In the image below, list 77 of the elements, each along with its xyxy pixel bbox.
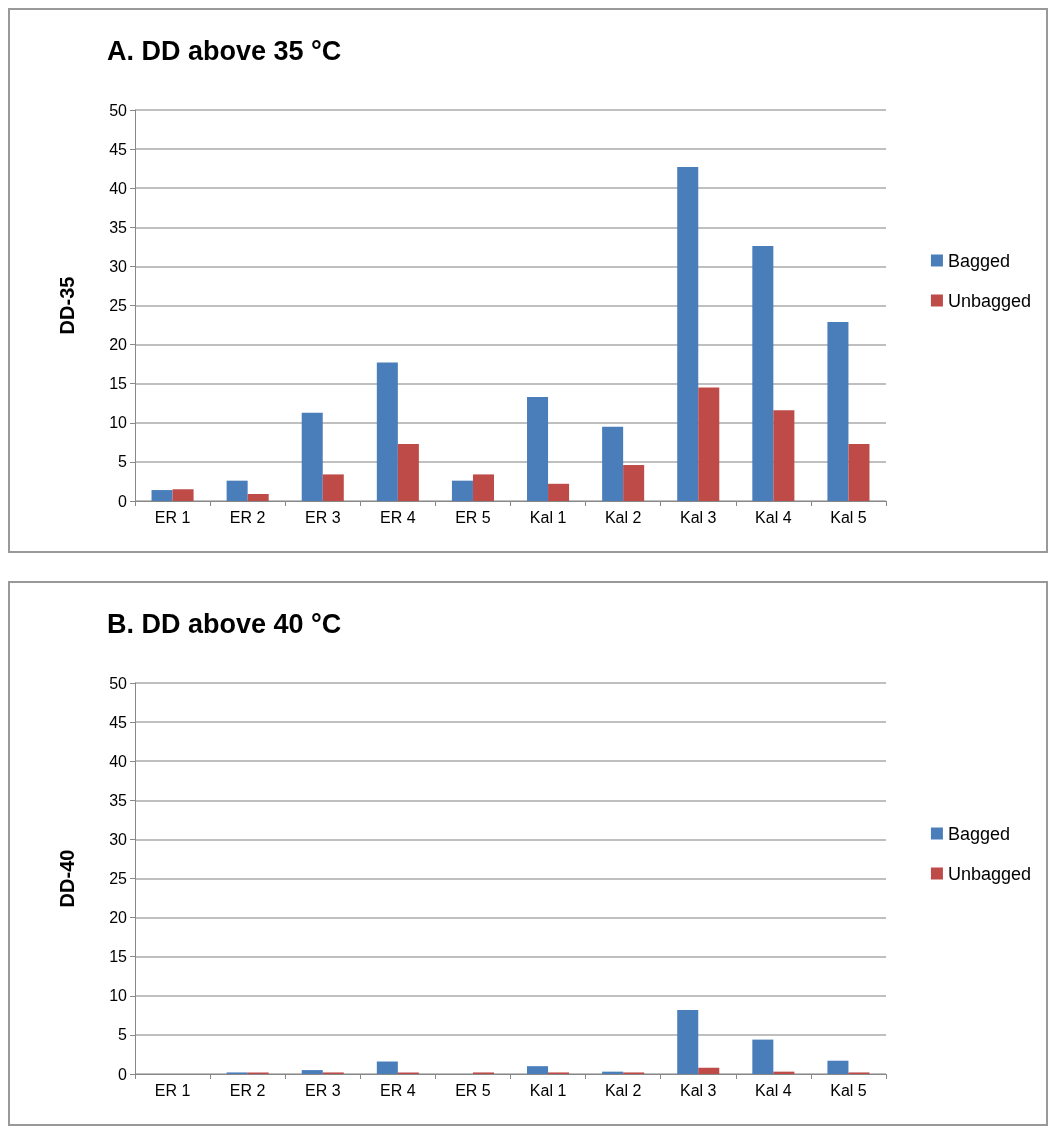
y-tick-label: 0 bbox=[118, 492, 128, 510]
y-axis-title: DD-35 bbox=[56, 276, 78, 335]
y-tick-label: 15 bbox=[109, 375, 128, 393]
bar bbox=[151, 490, 173, 501]
bar bbox=[397, 443, 419, 501]
bar bbox=[322, 474, 344, 501]
y-tick-label: 50 bbox=[109, 101, 128, 119]
y-tick-label: 30 bbox=[109, 257, 128, 275]
legend-label: Unbagged bbox=[947, 863, 1031, 884]
bar bbox=[677, 1009, 699, 1074]
legend-label: Unbagged bbox=[947, 290, 1031, 311]
x-tick-label: ER 3 bbox=[304, 1081, 341, 1099]
y-tick-label: 45 bbox=[109, 140, 128, 158]
bar bbox=[527, 396, 549, 501]
bar bbox=[752, 246, 774, 501]
y-tick-label: 20 bbox=[109, 909, 128, 927]
bar bbox=[698, 387, 720, 501]
x-tick-label: ER 1 bbox=[154, 1081, 191, 1099]
x-tick-label: Kal 2 bbox=[604, 508, 642, 526]
bar bbox=[376, 1061, 398, 1074]
x-tick-label: Kal 5 bbox=[830, 508, 867, 526]
bar bbox=[451, 480, 473, 501]
bar bbox=[602, 426, 624, 501]
y-tick-label: 25 bbox=[109, 870, 128, 887]
bar bbox=[752, 1039, 774, 1074]
bar bbox=[698, 1067, 720, 1074]
x-tick-label: ER 2 bbox=[229, 1081, 266, 1099]
y-tick-label: 5 bbox=[118, 453, 128, 471]
bar bbox=[773, 410, 795, 501]
x-tick-label: Kal 2 bbox=[604, 1081, 642, 1099]
y-tick-label: 5 bbox=[118, 1026, 128, 1044]
x-tick-label: ER 4 bbox=[380, 1081, 416, 1099]
x-tick-label: ER 5 bbox=[455, 1081, 491, 1099]
chart-title: A. DD above 35 °C bbox=[107, 35, 342, 66]
bar bbox=[548, 483, 570, 501]
bar bbox=[623, 465, 645, 501]
y-tick-label: 35 bbox=[109, 218, 128, 236]
x-tick-label: Kal 1 bbox=[529, 1081, 567, 1099]
y-tick-label: 40 bbox=[109, 752, 128, 770]
x-tick-label: Kal 4 bbox=[755, 508, 792, 526]
y-tick-label: 20 bbox=[109, 336, 128, 354]
x-tick-label: ER 4 bbox=[380, 508, 416, 526]
bar bbox=[848, 443, 870, 501]
x-tick-label: ER 5 bbox=[455, 508, 491, 526]
x-tick-label: Kal 4 bbox=[755, 1081, 792, 1099]
y-tick-label: 35 bbox=[109, 791, 128, 809]
bar bbox=[376, 362, 398, 501]
x-tick-label: Kal 3 bbox=[680, 508, 717, 526]
bar bbox=[301, 412, 323, 501]
x-tick-label: Kal 5 bbox=[830, 1081, 867, 1099]
y-tick-label: 40 bbox=[109, 179, 128, 197]
bar bbox=[301, 1070, 323, 1074]
x-tick-label: Kal 3 bbox=[680, 1081, 717, 1099]
bar bbox=[827, 321, 849, 501]
y-tick-label: 25 bbox=[109, 297, 128, 314]
y-tick-label: 30 bbox=[109, 830, 128, 848]
y-tick-label: 0 bbox=[118, 1065, 128, 1083]
x-tick-label: ER 1 bbox=[154, 508, 191, 526]
y-tick-label: 10 bbox=[109, 414, 128, 432]
y-tick-label: 15 bbox=[109, 948, 128, 966]
bar bbox=[527, 1066, 549, 1074]
legend-label: Bagged bbox=[947, 823, 1010, 844]
bar bbox=[472, 474, 494, 501]
bar bbox=[247, 493, 269, 501]
chart-title: B. DD above 40 °C bbox=[107, 608, 342, 639]
y-tick-label: 50 bbox=[109, 674, 128, 692]
bar bbox=[226, 480, 248, 501]
bar bbox=[677, 167, 699, 501]
x-tick-label: ER 3 bbox=[304, 508, 341, 526]
y-axis-title: DD-40 bbox=[56, 849, 78, 908]
y-tick-label: 45 bbox=[109, 713, 128, 731]
x-tick-label: ER 2 bbox=[229, 508, 266, 526]
x-tick-label: Kal 1 bbox=[529, 508, 567, 526]
bar bbox=[172, 489, 194, 501]
y-tick-label: 10 bbox=[109, 987, 128, 1005]
legend-label: Bagged bbox=[947, 250, 1010, 271]
bar bbox=[827, 1060, 849, 1074]
